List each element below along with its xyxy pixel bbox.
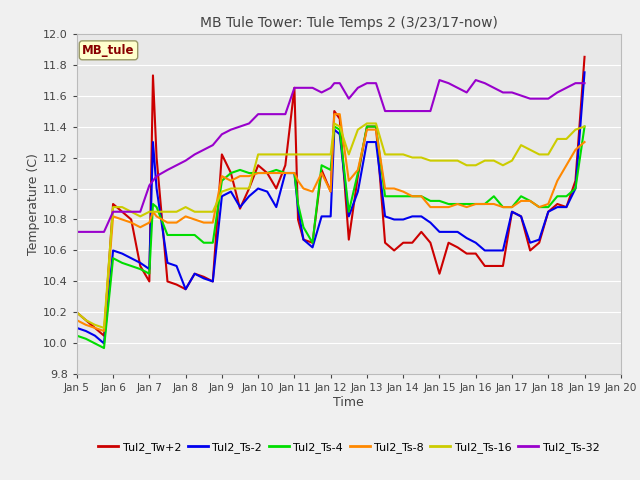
- Text: MB_tule: MB_tule: [82, 44, 135, 57]
- X-axis label: Time: Time: [333, 396, 364, 409]
- Legend: Tul2_Tw+2, Tul2_Ts-2, Tul2_Ts-4, Tul2_Ts-8, Tul2_Ts-16, Tul2_Ts-32: Tul2_Tw+2, Tul2_Ts-2, Tul2_Ts-4, Tul2_Ts…: [94, 438, 604, 458]
- Title: MB Tule Tower: Tule Temps 2 (3/23/17-now): MB Tule Tower: Tule Temps 2 (3/23/17-now…: [200, 16, 498, 30]
- Y-axis label: Temperature (C): Temperature (C): [28, 153, 40, 255]
